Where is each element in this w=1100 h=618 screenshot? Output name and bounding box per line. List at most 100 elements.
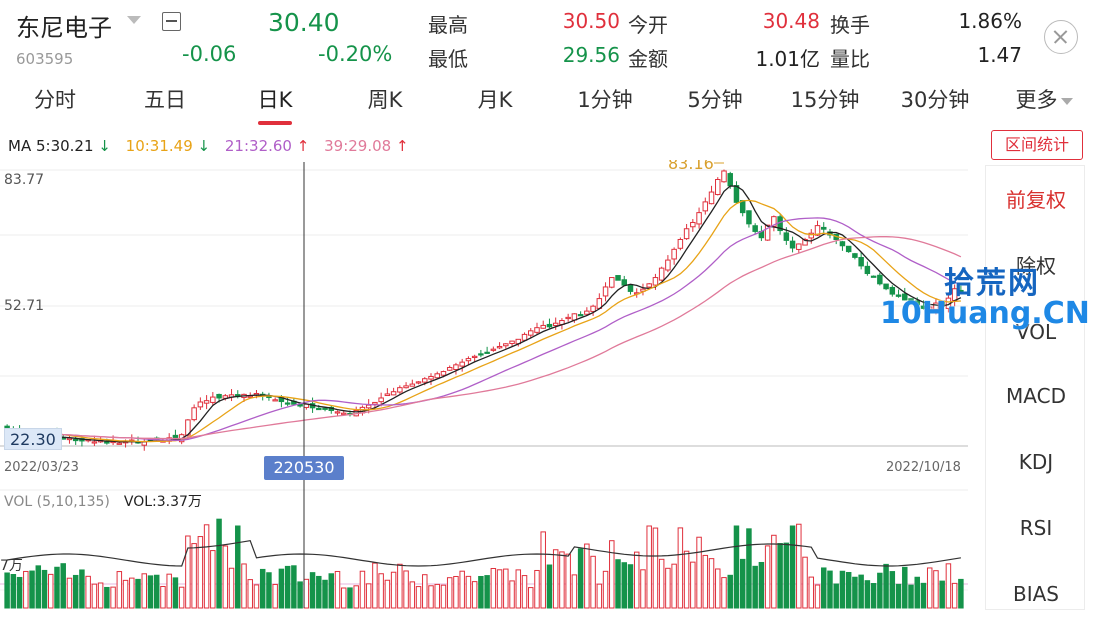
candle <box>216 393 222 399</box>
ma21-legend: 21:32.60 ↑ <box>225 137 309 155</box>
candle <box>453 364 459 371</box>
volume-bar <box>334 570 341 609</box>
volume-bar <box>297 581 303 609</box>
candle <box>434 373 440 379</box>
volume-bar <box>702 554 709 609</box>
kline-chart[interactable]: 83.16 <box>0 160 975 610</box>
stock-dropdown-icon[interactable] <box>127 16 141 24</box>
volume-bar <box>316 575 322 609</box>
volume-bar <box>883 563 889 609</box>
volume-bar <box>602 570 609 609</box>
volume-bar <box>172 577 179 609</box>
volume-bar <box>278 568 285 609</box>
candle <box>708 191 715 205</box>
candle <box>403 385 409 389</box>
volume-bar <box>409 581 416 609</box>
volume-bar <box>596 583 603 609</box>
sidebar-item-kdj[interactable]: KDJ <box>1018 450 1054 474</box>
candle <box>322 407 328 410</box>
volume-bar <box>284 565 291 609</box>
tab-1min[interactable]: 1分钟 <box>577 88 633 112</box>
sidebar-item-bias[interactable]: BIAS <box>1013 582 1059 606</box>
candle <box>440 371 447 376</box>
candle <box>883 283 889 290</box>
current-price-tag: 22.30 <box>4 428 62 450</box>
close-icon[interactable] <box>1044 20 1078 54</box>
volume-bar <box>91 583 98 609</box>
candle <box>789 240 796 249</box>
volume-bar <box>129 577 135 609</box>
volume-bar <box>908 584 914 609</box>
ma5-legend: MA 5:30.21 ↓ <box>8 137 111 155</box>
sidebar-item-ex-rights[interactable]: 除权 <box>1016 254 1056 278</box>
candle <box>197 401 204 408</box>
candle <box>845 245 852 253</box>
candle <box>565 316 571 320</box>
volume-bar <box>241 563 247 609</box>
volume-bar <box>565 553 571 609</box>
tab-five-day[interactable]: 五日 <box>144 88 186 112</box>
candle <box>247 395 253 398</box>
collapse-icon[interactable] <box>162 12 181 31</box>
volume-ma-line <box>7 540 961 567</box>
candle <box>839 241 846 247</box>
volume-bar <box>41 569 48 609</box>
candle <box>528 330 534 336</box>
candle <box>696 212 702 225</box>
candle <box>203 400 210 404</box>
stat-value-open: 30.48 <box>762 9 820 33</box>
volume-bar <box>796 523 802 609</box>
candle <box>390 391 397 396</box>
volume-bar <box>503 568 509 609</box>
candle <box>640 288 646 292</box>
volume-bar <box>72 574 79 609</box>
watermark-en-text: Huang.CN <box>921 296 1090 331</box>
volume-bar <box>870 583 877 609</box>
volume-bar <box>752 565 758 609</box>
volume-bar <box>465 575 472 609</box>
volume-bar <box>708 558 715 609</box>
tab-weekly-k[interactable]: 周K <box>367 88 403 112</box>
tab-monthly-k[interactable]: 月K <box>477 88 513 112</box>
volume-bar <box>764 545 771 609</box>
volume-bar <box>758 561 765 609</box>
range-stats-button[interactable]: 区间统计 <box>991 130 1083 160</box>
candle <box>727 173 733 187</box>
candle <box>615 275 621 281</box>
stock-name[interactable]: 东尼电子 <box>16 14 112 42</box>
volume-bar <box>66 577 73 609</box>
tab-daily-k[interactable]: 日K <box>257 88 293 112</box>
sidebar-item-vol[interactable]: VOL <box>1015 320 1057 344</box>
volume-bar <box>403 570 409 609</box>
candle <box>91 441 98 444</box>
candle <box>602 286 609 297</box>
tab-30min[interactable]: 30分钟 <box>900 88 970 112</box>
volume-bar <box>372 562 378 609</box>
tab-15min[interactable]: 15分钟 <box>790 88 860 112</box>
candle <box>802 238 808 246</box>
max-price-label: 83.16 <box>668 160 714 173</box>
candle <box>658 267 665 281</box>
tab-5min[interactable]: 5分钟 <box>687 88 743 112</box>
volume-bar <box>259 568 266 609</box>
sidebar-item-rsi[interactable]: RSI <box>1019 516 1053 540</box>
candle <box>895 294 902 297</box>
ma-legend: MA 5:30.21 ↓ 10:31.49 ↓ 21:32.60 ↑ 39:29… <box>8 137 419 157</box>
volume-bar <box>235 525 241 609</box>
volume-bar <box>671 563 677 609</box>
tab-intraday[interactable]: 分时 <box>34 88 76 112</box>
volume-axis-label: 7万 <box>0 558 23 574</box>
period-tabs: 分时 五日 日K 周K 月K 1分钟 5分钟 15分钟 30分钟 更多 <box>0 84 1100 124</box>
tab-more[interactable]: 更多 <box>998 84 1090 114</box>
sidebar-item-forward-adjust[interactable]: 前复权 <box>1006 188 1066 212</box>
candle <box>764 224 771 241</box>
y-axis-mid-label: 52.71 <box>4 298 45 314</box>
candle <box>783 232 790 241</box>
candle <box>378 397 384 403</box>
ma10-line <box>6 199 961 443</box>
candle <box>677 238 684 249</box>
sidebar-item-macd[interactable]: MACD <box>1006 384 1066 408</box>
watermark-cn: 拾荒网 <box>944 266 1040 301</box>
volume-bar <box>178 586 185 609</box>
volume-bar <box>677 527 684 609</box>
